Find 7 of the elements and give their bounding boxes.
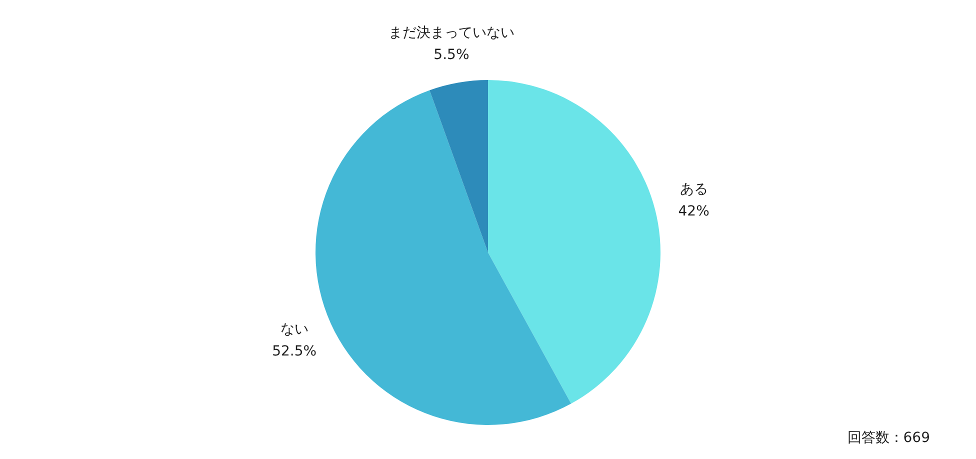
data-label: 52.5% — [272, 344, 317, 360]
slice-label: ない — [280, 322, 308, 338]
data-label: 42% — [678, 203, 710, 220]
data-label: 5.5% — [434, 46, 470, 63]
slice-label: まだ決まっていない — [388, 24, 514, 41]
text: 回答数：669 — [847, 429, 930, 447]
slice-label: ある — [680, 181, 708, 198]
